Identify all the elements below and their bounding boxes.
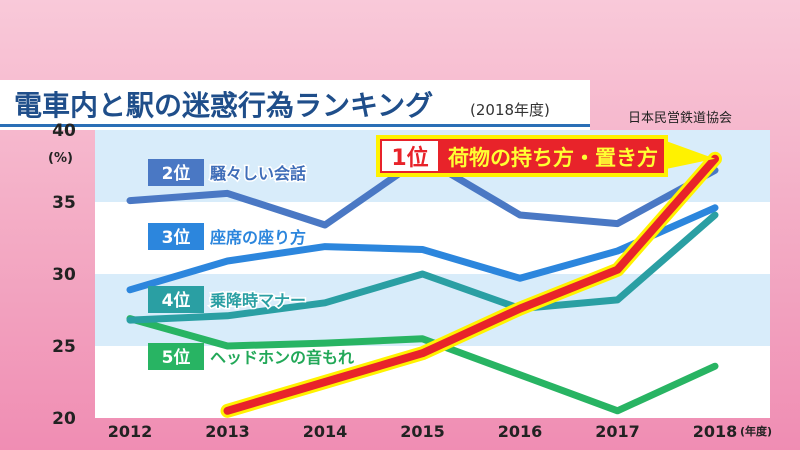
x-axis: 2012 2013 2014 2015 2016 2017 2018 [108,422,738,441]
series-line [223,154,719,415]
title-underline [0,124,590,127]
rank-label: 5位 [162,347,191,368]
y-tick-label: 30 [52,265,76,285]
series-name-label: 荷物の持ち方・置き方 [448,146,658,170]
rank-badge [148,343,204,370]
x-tick-label: 2014 [303,422,348,441]
series-name-label: 座席の座り方 [209,228,306,247]
x-axis-unit: (年度) [740,424,772,438]
x-tick-label: 2016 [498,422,543,441]
y-axis: 20 25 30 35 40 [52,121,76,429]
series-lines [126,151,722,418]
rank-label: 1位 [391,145,428,171]
y-tick-label: 25 [52,337,76,357]
x-tick-label: 2012 [108,422,153,441]
rank-badge [148,286,204,313]
rank-label: 2位 [162,163,191,184]
series-line [126,211,719,324]
x-tick-label: 2017 [595,422,640,441]
source-label: 日本民営鉄道協会 [628,111,732,126]
series-line [126,315,719,415]
rank-badge [148,159,204,186]
rank-label: 4位 [162,290,191,311]
title-banner-bg [0,80,590,130]
y-axis-unit: (%) [48,151,73,166]
series-name-label: 騒々しい会話 [209,164,306,183]
x-tick-label: 2015 [400,422,445,441]
rank-label: 3位 [162,227,191,248]
series-labels: 2位 騒々しい会話 3位 座席の座り方 4位 乗降時マナー 5位 ヘッドホンの音もれ 1位 荷物の… [148,135,715,370]
callout-pointer [666,141,715,169]
series-name-label: 乗降時マナー [210,291,306,310]
series-line [126,204,719,294]
y-tick-label: 20 [52,409,76,429]
grid-band [95,274,770,346]
x-tick-label: 2013 [205,422,250,441]
title-banner: 電車内と駅の迷惑行為ランキング (2018年度) [0,80,590,130]
rank-badge [148,223,204,250]
rank-badge [382,141,438,171]
series-name-label: ヘッドホンの音もれ [210,348,354,367]
x-tick-label: 2018 [693,422,738,441]
chart-year-note: (2018年度) [470,101,550,119]
chart-title: 電車内と駅の迷惑行為ランキング [14,89,433,122]
y-tick-label: 40 [52,121,76,141]
y-tick-label: 35 [52,193,76,213]
